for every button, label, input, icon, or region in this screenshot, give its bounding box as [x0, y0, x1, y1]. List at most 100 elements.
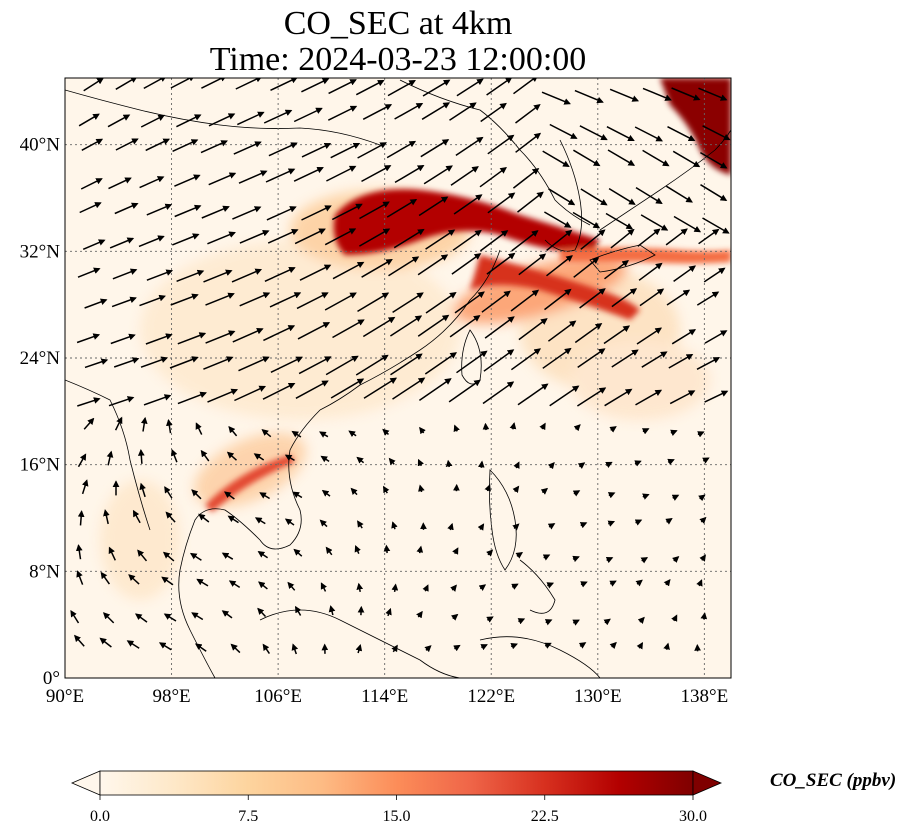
wind-vector	[417, 314, 450, 337]
wind-vector	[456, 78, 484, 97]
wind-vector	[486, 78, 513, 96]
wind-vector	[604, 259, 629, 280]
wind-vector	[319, 519, 328, 528]
colorbar: 0.0 7.5 15.0 22.5 30.0	[70, 770, 723, 825]
wind-vector	[284, 454, 295, 462]
wind-vector	[607, 520, 616, 527]
wind-vector	[482, 381, 515, 405]
wind-vector	[487, 134, 515, 155]
wind-vector	[573, 149, 601, 167]
wind-vector	[291, 643, 299, 655]
lat-tick-label: 24°N	[20, 348, 61, 369]
wind-vector	[635, 579, 643, 587]
wind-vector	[572, 490, 581, 497]
colorbar-gradient	[99, 770, 694, 796]
wind-vector	[79, 202, 102, 214]
wind-vector	[330, 378, 365, 399]
wind-vector	[577, 348, 606, 369]
wind-vector	[357, 142, 387, 159]
wind-vector	[287, 581, 296, 591]
wind-vector	[326, 165, 357, 182]
wind-vector	[484, 316, 515, 339]
colorbar-tick-label: 7.5	[238, 808, 258, 825]
wind-vector	[359, 228, 391, 247]
wind-vector	[170, 293, 199, 306]
wind-vector	[517, 618, 526, 625]
wind-vector	[424, 352, 458, 375]
wind-vector	[114, 202, 139, 215]
wind-vector	[236, 111, 265, 126]
wind-vector	[270, 356, 304, 373]
wind-vector	[547, 320, 577, 342]
wind-vector	[482, 422, 490, 431]
wind-vector	[205, 292, 235, 306]
wind-vector	[77, 267, 101, 278]
wind-vector	[663, 579, 671, 587]
wind-vector	[258, 581, 268, 590]
wind-vector	[176, 269, 205, 282]
wind-vector	[257, 551, 269, 559]
wind-vector	[78, 113, 100, 127]
wind-vector	[295, 605, 302, 616]
wind-vector	[547, 461, 555, 470]
wind-vector	[671, 87, 701, 101]
wind-vector	[704, 330, 728, 344]
wind-vector	[208, 113, 236, 127]
wind-vector	[327, 105, 358, 121]
wind-vector	[205, 330, 236, 344]
wind-vector	[169, 356, 199, 369]
wind-vector	[642, 493, 650, 500]
wind-vector	[580, 188, 608, 206]
wind-vector	[109, 237, 135, 249]
wind-vector	[232, 327, 264, 343]
wind-vector	[698, 228, 720, 245]
wind-vector	[573, 424, 581, 432]
wind-vector	[164, 486, 173, 499]
wind-vector	[284, 518, 295, 526]
wind-vector	[486, 549, 494, 557]
wind-vector	[478, 584, 487, 591]
wind-vector	[383, 485, 390, 494]
wind-vector	[577, 462, 586, 470]
wind-vector	[608, 187, 636, 205]
wind-vector	[162, 551, 175, 562]
wind-vector	[354, 545, 361, 554]
wind-vector	[669, 390, 696, 405]
lon-tick-label: 106°E	[254, 686, 302, 707]
wind-vector	[515, 132, 542, 153]
wind-vector	[106, 450, 114, 466]
wind-vector	[445, 459, 453, 468]
wind-vector	[165, 511, 176, 523]
wind-vector	[81, 138, 104, 151]
wind-vector	[388, 457, 396, 466]
wind-vector	[227, 515, 239, 524]
wind-vector	[634, 126, 664, 142]
lon-tick-label: 114°E	[361, 686, 408, 707]
wind-vector	[356, 456, 365, 464]
wind-vector	[393, 228, 425, 249]
wind-vector	[544, 642, 552, 649]
wind-vector	[635, 186, 663, 205]
wind-vector	[513, 78, 539, 95]
wind-vector	[481, 290, 511, 313]
wind-vector	[479, 167, 507, 188]
wind-vector	[262, 643, 271, 655]
lon-tick-labels: 90°E 98°E 106°E 114°E 122°E 130°E 138°E	[46, 686, 728, 707]
wind-vector	[177, 391, 207, 405]
wind-vector	[140, 114, 166, 128]
wind-vector	[143, 394, 172, 406]
wind-vector	[542, 347, 572, 369]
wind-vector	[611, 288, 638, 308]
wind-vector	[580, 229, 606, 250]
wind-vector	[672, 150, 701, 168]
wind-vector	[228, 580, 241, 589]
wind-vector	[114, 416, 123, 431]
wind-vector	[194, 643, 207, 652]
wind-vector	[546, 229, 573, 251]
wind-vector	[176, 114, 202, 128]
wind-vector	[171, 448, 178, 463]
wind-vector	[253, 453, 265, 461]
wind-vector	[126, 640, 140, 649]
wind-vector	[137, 448, 145, 464]
wind-vector	[510, 348, 541, 371]
